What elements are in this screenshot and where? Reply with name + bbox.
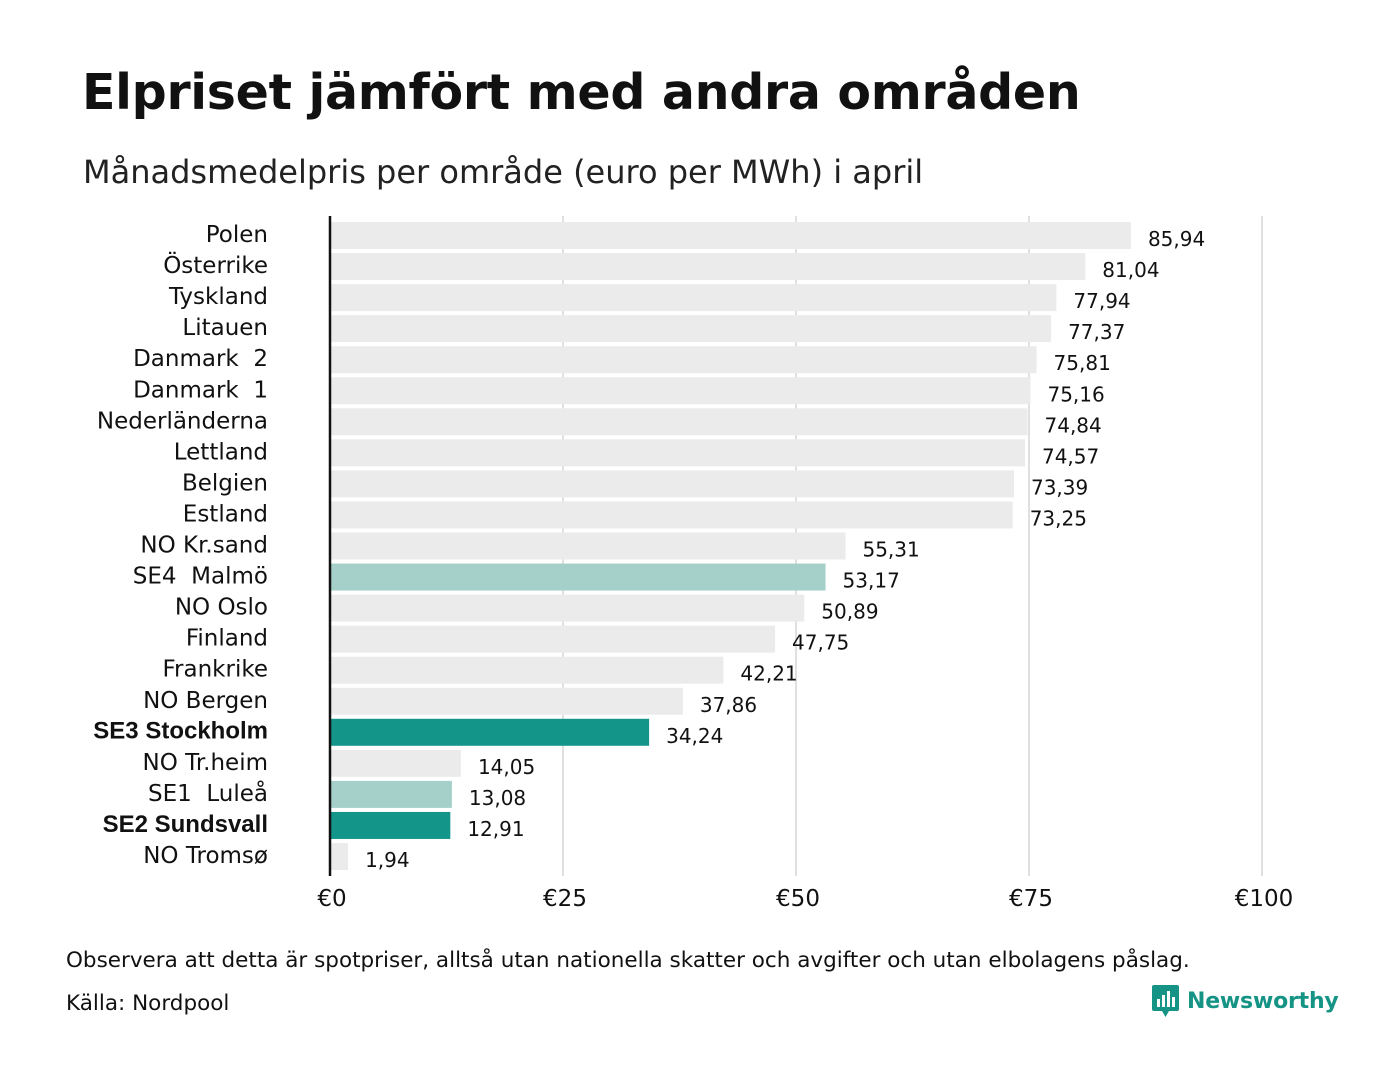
value-label: 75,81 [1054, 351, 1111, 375]
bar [330, 843, 349, 870]
category-label: Polen [206, 222, 268, 248]
value-label: 37,86 [700, 693, 757, 717]
x-tick-label: €75 [1009, 886, 1053, 912]
category-label: SE1 Luleå [148, 779, 268, 807]
category-label: Österrike [163, 251, 268, 279]
bar [330, 532, 846, 560]
bar [330, 749, 461, 777]
value-label: 77,94 [1073, 289, 1130, 313]
bar [330, 811, 451, 839]
value-label: 55,31 [862, 538, 919, 562]
value-label: 75,16 [1047, 382, 1104, 406]
category-label: Lettland [174, 439, 268, 465]
category-label: Estland [183, 501, 268, 527]
value-label: 74,57 [1042, 444, 1099, 468]
brand-logo: Newsworthy [1152, 984, 1339, 1018]
bar [330, 222, 1131, 249]
source-note: Källa: Nordpool [66, 991, 230, 1016]
bar [330, 501, 1013, 529]
category-label: NO Kr.sand [140, 533, 268, 559]
bar [330, 780, 452, 808]
value-label: 47,75 [792, 631, 849, 655]
category-label: NO Oslo [175, 595, 268, 621]
category-label: SE3 Stockholm [93, 718, 268, 745]
value-label: 34,24 [666, 724, 723, 748]
value-label: 13,08 [469, 786, 526, 810]
bar [330, 346, 1037, 374]
value-label: 14,05 [478, 755, 535, 779]
value-label: 77,37 [1068, 320, 1125, 344]
bar [330, 253, 1086, 281]
bar [330, 315, 1052, 343]
x-tick-label: €50 [776, 886, 820, 912]
value-label: 42,21 [740, 662, 797, 686]
category-label: SE4 Malmö [133, 564, 268, 590]
category-label: Tyskland [168, 284, 268, 310]
chart-title: Elpriset jämfört med andra områden [82, 64, 1081, 121]
value-label: 73,25 [1030, 506, 1087, 530]
x-tick-label: €100 [1235, 886, 1294, 912]
bar-chart: 85,94 Polen 81,04 Österrike 77,94 Tyskland 77,… [93, 216, 1294, 912]
category-label: Frankrike [163, 657, 269, 683]
category-label: NO Bergen [143, 688, 268, 714]
bar-chart-svg: 85,94 Polen 81,04 Österrike 77,94 Tyskland 77,… [93, 216, 1294, 912]
bar [330, 718, 650, 746]
category-label: NO Tr.heim [143, 750, 268, 776]
bar [330, 408, 1028, 436]
brand-name: Newsworthy [1187, 988, 1339, 1014]
value-label: 85,94 [1148, 227, 1205, 251]
category-label: Danmark 2 [133, 346, 268, 372]
category-label: Nederländerna [97, 408, 268, 434]
value-label: 50,89 [821, 600, 878, 624]
value-label: 73,39 [1031, 475, 1088, 499]
footnote: Observera att detta är spotpriser, allts… [66, 948, 1190, 973]
bar [330, 284, 1057, 312]
category-label: Finland [186, 626, 268, 652]
value-label: 81,04 [1102, 258, 1159, 282]
category-label: SE2 Sundsvall [103, 811, 268, 838]
bar [330, 656, 724, 684]
category-label: Belgien [182, 470, 268, 496]
newsworthy-logo-icon [1152, 985, 1179, 1017]
value-label: 1,94 [365, 848, 410, 872]
bar [330, 687, 683, 715]
value-label: 12,91 [467, 817, 524, 841]
category-label: Danmark 1 [133, 377, 268, 403]
bar [330, 439, 1025, 467]
category-label: Litauen [182, 315, 268, 341]
category-label: NO Tromsø [143, 843, 268, 869]
bar [330, 377, 1031, 405]
bar [330, 563, 826, 591]
value-label: 74,84 [1045, 413, 1102, 437]
value-label: 53,17 [843, 569, 900, 593]
bar [330, 594, 805, 622]
chart-subtitle: Månadsmedelpris per område (euro per MWh… [83, 153, 924, 191]
x-tick-label: €25 [543, 886, 587, 912]
bar [330, 470, 1014, 498]
x-tick-label: €0 [317, 886, 346, 912]
bar [330, 625, 776, 653]
